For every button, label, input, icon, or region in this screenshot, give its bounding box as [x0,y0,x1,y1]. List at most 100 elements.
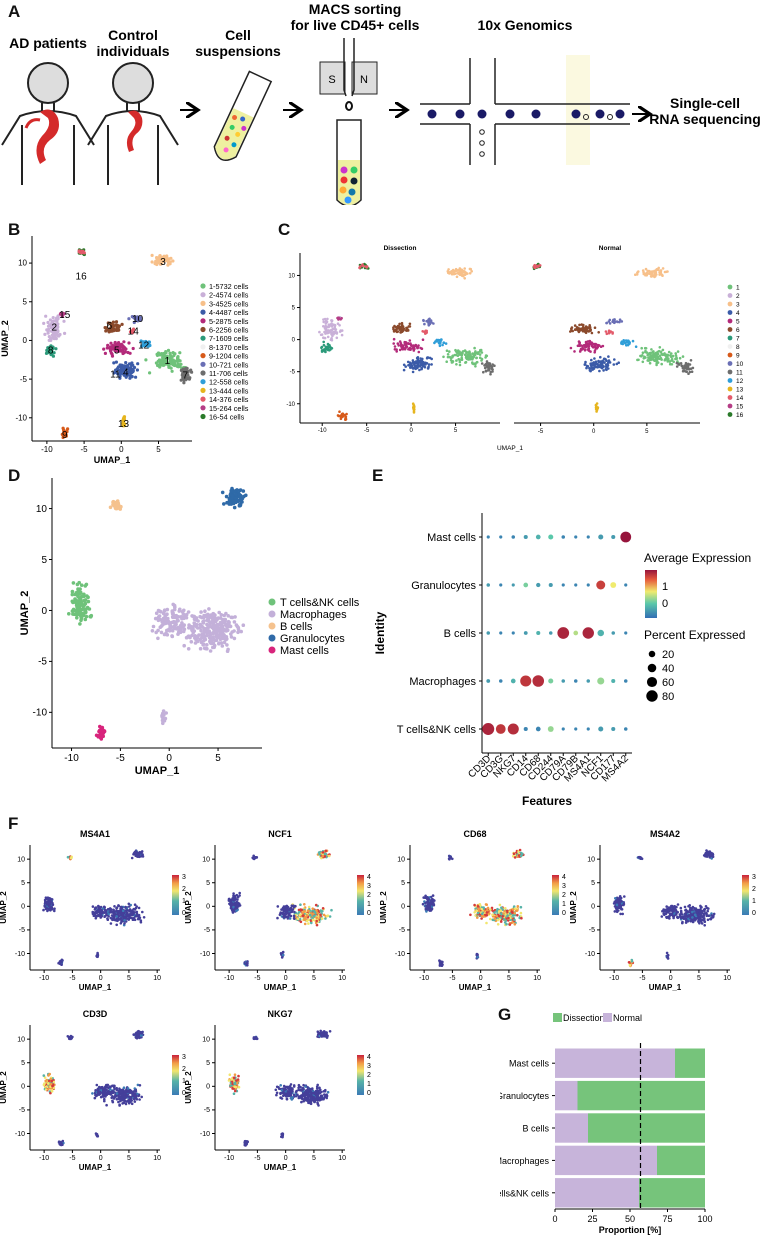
d-cell-point [176,619,180,623]
b-legend-key [200,318,205,323]
d-cell-point [195,635,199,639]
c1-cell-point [439,345,442,348]
e-dot [511,679,516,684]
c1-cell-point [486,366,489,369]
macs-label-2: for live CD45+ cells [291,17,420,33]
c2-cell-point [608,332,611,335]
b-cell-point [114,341,117,344]
d-y-tick-label: 0 [41,606,47,617]
c1-cell-point [433,342,436,345]
c2-cell-point [678,363,681,366]
f-cell-point [128,909,131,912]
f-y-tick-label: 0 [206,904,210,911]
d-cell-point [233,615,237,619]
b-cell-point [122,340,125,343]
f-cell-point [253,856,256,859]
f-cell-point [44,902,47,905]
b-cell-point [104,352,107,355]
c1-cell-point [402,329,405,332]
c1-cell-point [459,273,462,276]
d-cell-point [209,649,213,653]
b-legend-entry: 7-1609 cells [209,334,249,343]
c1-cell-point [448,350,451,353]
b-legend-key [200,370,205,375]
d-cell-point [209,639,213,643]
c1-cell-point [397,342,400,345]
b-cluster-label: 14 [128,326,140,337]
b-cell-point [155,263,158,266]
c2-cell-point [589,370,592,373]
c1-cell-point [336,337,339,340]
e-dot [624,679,628,683]
f-color-tick: 0 [752,910,756,917]
f-cell-point [615,900,618,903]
f-cell-point [489,918,492,921]
c2-cell-point [582,324,585,327]
f-x-tick-label: 10 [153,1155,161,1162]
f-cell-point [698,917,701,920]
d-cell-point [192,621,196,625]
f-cell-point [520,906,523,909]
f-cell-point [96,911,99,914]
c1-cell-point [439,339,442,342]
d-cell-point [213,613,217,617]
f-cell-point [120,907,123,910]
c2-cell-point [645,268,648,271]
d-cell-point [198,626,202,630]
b-legend-key [200,310,205,315]
b-cell-point [162,352,165,355]
c2-cell-point [587,326,590,329]
e-dot [574,727,577,730]
c1-cell-point [405,329,408,332]
c1-cell-point [472,363,475,366]
e-dot [597,677,604,684]
d-cell-point [154,631,158,635]
f-cell-point [232,892,235,895]
c1-cell-point [442,341,445,344]
f-y-tick-label: -10 [15,951,25,958]
c2-cell-point [581,347,584,350]
c1-cell-point [473,347,476,350]
f-cell-point [53,910,56,913]
f-cell-point [287,915,290,918]
d-cell-point [156,637,160,641]
d-cell-point [227,622,231,626]
c1-cell-point [395,350,398,353]
c2-cell-point [676,365,679,368]
b-legend-entry: 3-4525 cells [209,299,249,308]
f-cell-point [480,917,483,920]
d-cell-point [187,610,191,614]
c2-cell-point [578,324,581,327]
c-legend-key [728,302,733,307]
c1-cell-point [409,325,412,328]
c2-cell-point [650,348,653,351]
f-cell-point [107,913,110,916]
b-cluster-label: 4 [123,367,129,378]
c1-cell-point [409,347,412,350]
f-cell-point [141,850,144,853]
d-cell-point [162,618,166,622]
b-legend-entry: 13-444 cells [209,386,249,395]
b-cluster-label: 7 [183,370,189,381]
c2-cell-point [635,345,638,348]
c1-cell-point [469,272,472,275]
e-dot [499,535,502,538]
f-cell-point [282,911,285,914]
c2-cell-point [606,333,609,336]
b-legend-entry: 15-264 cells [209,404,249,413]
f-cell-point [117,904,120,907]
f-cell-point [304,923,307,926]
c1-cell-point [436,340,439,343]
f-cell-point [699,908,702,911]
c1-cell-point [469,358,472,361]
f-cell-point [124,1090,127,1093]
f-cell-point [503,918,506,921]
b-cluster-label: 16 [76,271,88,282]
b-cell-point [189,369,192,372]
f-cell-point [120,1091,123,1094]
e-dot [536,631,540,635]
d-cell-point [163,608,167,612]
f-cell-point [110,908,113,911]
